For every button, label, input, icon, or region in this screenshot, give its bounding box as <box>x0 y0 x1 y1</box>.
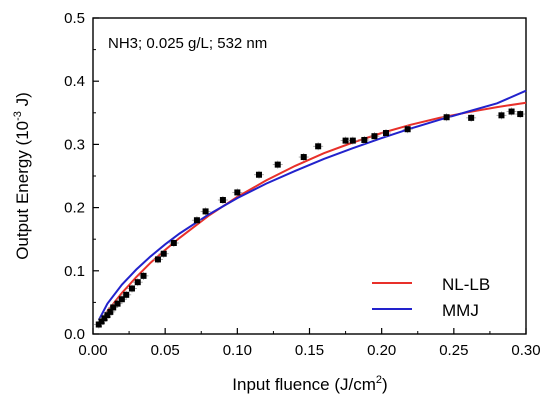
data-point <box>359 135 370 144</box>
legend-label-nl-lb: NL-LB <box>442 275 490 294</box>
data-point <box>466 113 477 122</box>
y-tick-label: 0.5 <box>64 10 85 27</box>
y-axis-ticks: 0.0 0.1 0.2 0.3 0.4 0.5 <box>64 10 99 343</box>
data-point <box>191 216 202 225</box>
data-point <box>121 290 132 299</box>
series-line-nl-lb <box>97 101 527 325</box>
fit-curves <box>97 89 527 325</box>
data-point <box>158 249 169 258</box>
data-point <box>232 188 243 197</box>
data-point <box>441 113 452 122</box>
data-point <box>402 125 413 134</box>
series-line-mmj <box>97 89 527 321</box>
data-point <box>369 132 380 141</box>
chart-annotation: NH3; 0.025 g/L; 532 nm <box>108 35 267 52</box>
data-point <box>217 196 228 205</box>
y-tick-label: 0.0 <box>64 326 85 343</box>
data-point <box>515 110 526 119</box>
data-point <box>313 142 324 151</box>
x-tick-label: 0.05 <box>151 342 180 359</box>
data-point <box>152 255 163 264</box>
data-point <box>126 284 137 293</box>
x-axis-ticks: 0.00 0.05 0.10 0.15 0.20 0.25 0.30 <box>78 328 541 359</box>
data-point <box>272 160 283 169</box>
data-point <box>347 136 358 145</box>
x-tick-label: 0.20 <box>367 342 396 359</box>
data-point <box>506 107 517 116</box>
data-point <box>200 207 211 216</box>
data-point <box>496 111 507 120</box>
data-point <box>168 238 179 247</box>
x-tick-label: 0.30 <box>511 342 540 359</box>
data-points <box>93 107 526 329</box>
x-tick-label: 0.10 <box>223 342 252 359</box>
y-tick-label: 0.3 <box>64 136 85 153</box>
data-point <box>132 278 143 287</box>
data-point <box>253 170 264 179</box>
data-point <box>108 303 119 312</box>
x-tick-label: 0.25 <box>439 342 468 359</box>
data-point <box>138 271 149 280</box>
legend-label-mmj: MMJ <box>442 301 479 320</box>
data-point <box>116 295 127 304</box>
y-tick-label: 0.1 <box>64 263 85 280</box>
data-point <box>112 299 123 308</box>
data-point <box>298 153 309 162</box>
y-tick-label: 0.4 <box>64 73 85 90</box>
legend: NL-LB MMJ <box>372 275 490 320</box>
x-tick-label: 0.15 <box>295 342 324 359</box>
y-tick-label: 0.2 <box>64 200 85 217</box>
x-axis-label: Input fluence (J/cm2) <box>232 374 387 394</box>
data-point <box>380 129 391 138</box>
y-axis-label: Output Energy (10-3 J) <box>12 92 32 260</box>
x-tick-label: 0.00 <box>78 342 107 359</box>
